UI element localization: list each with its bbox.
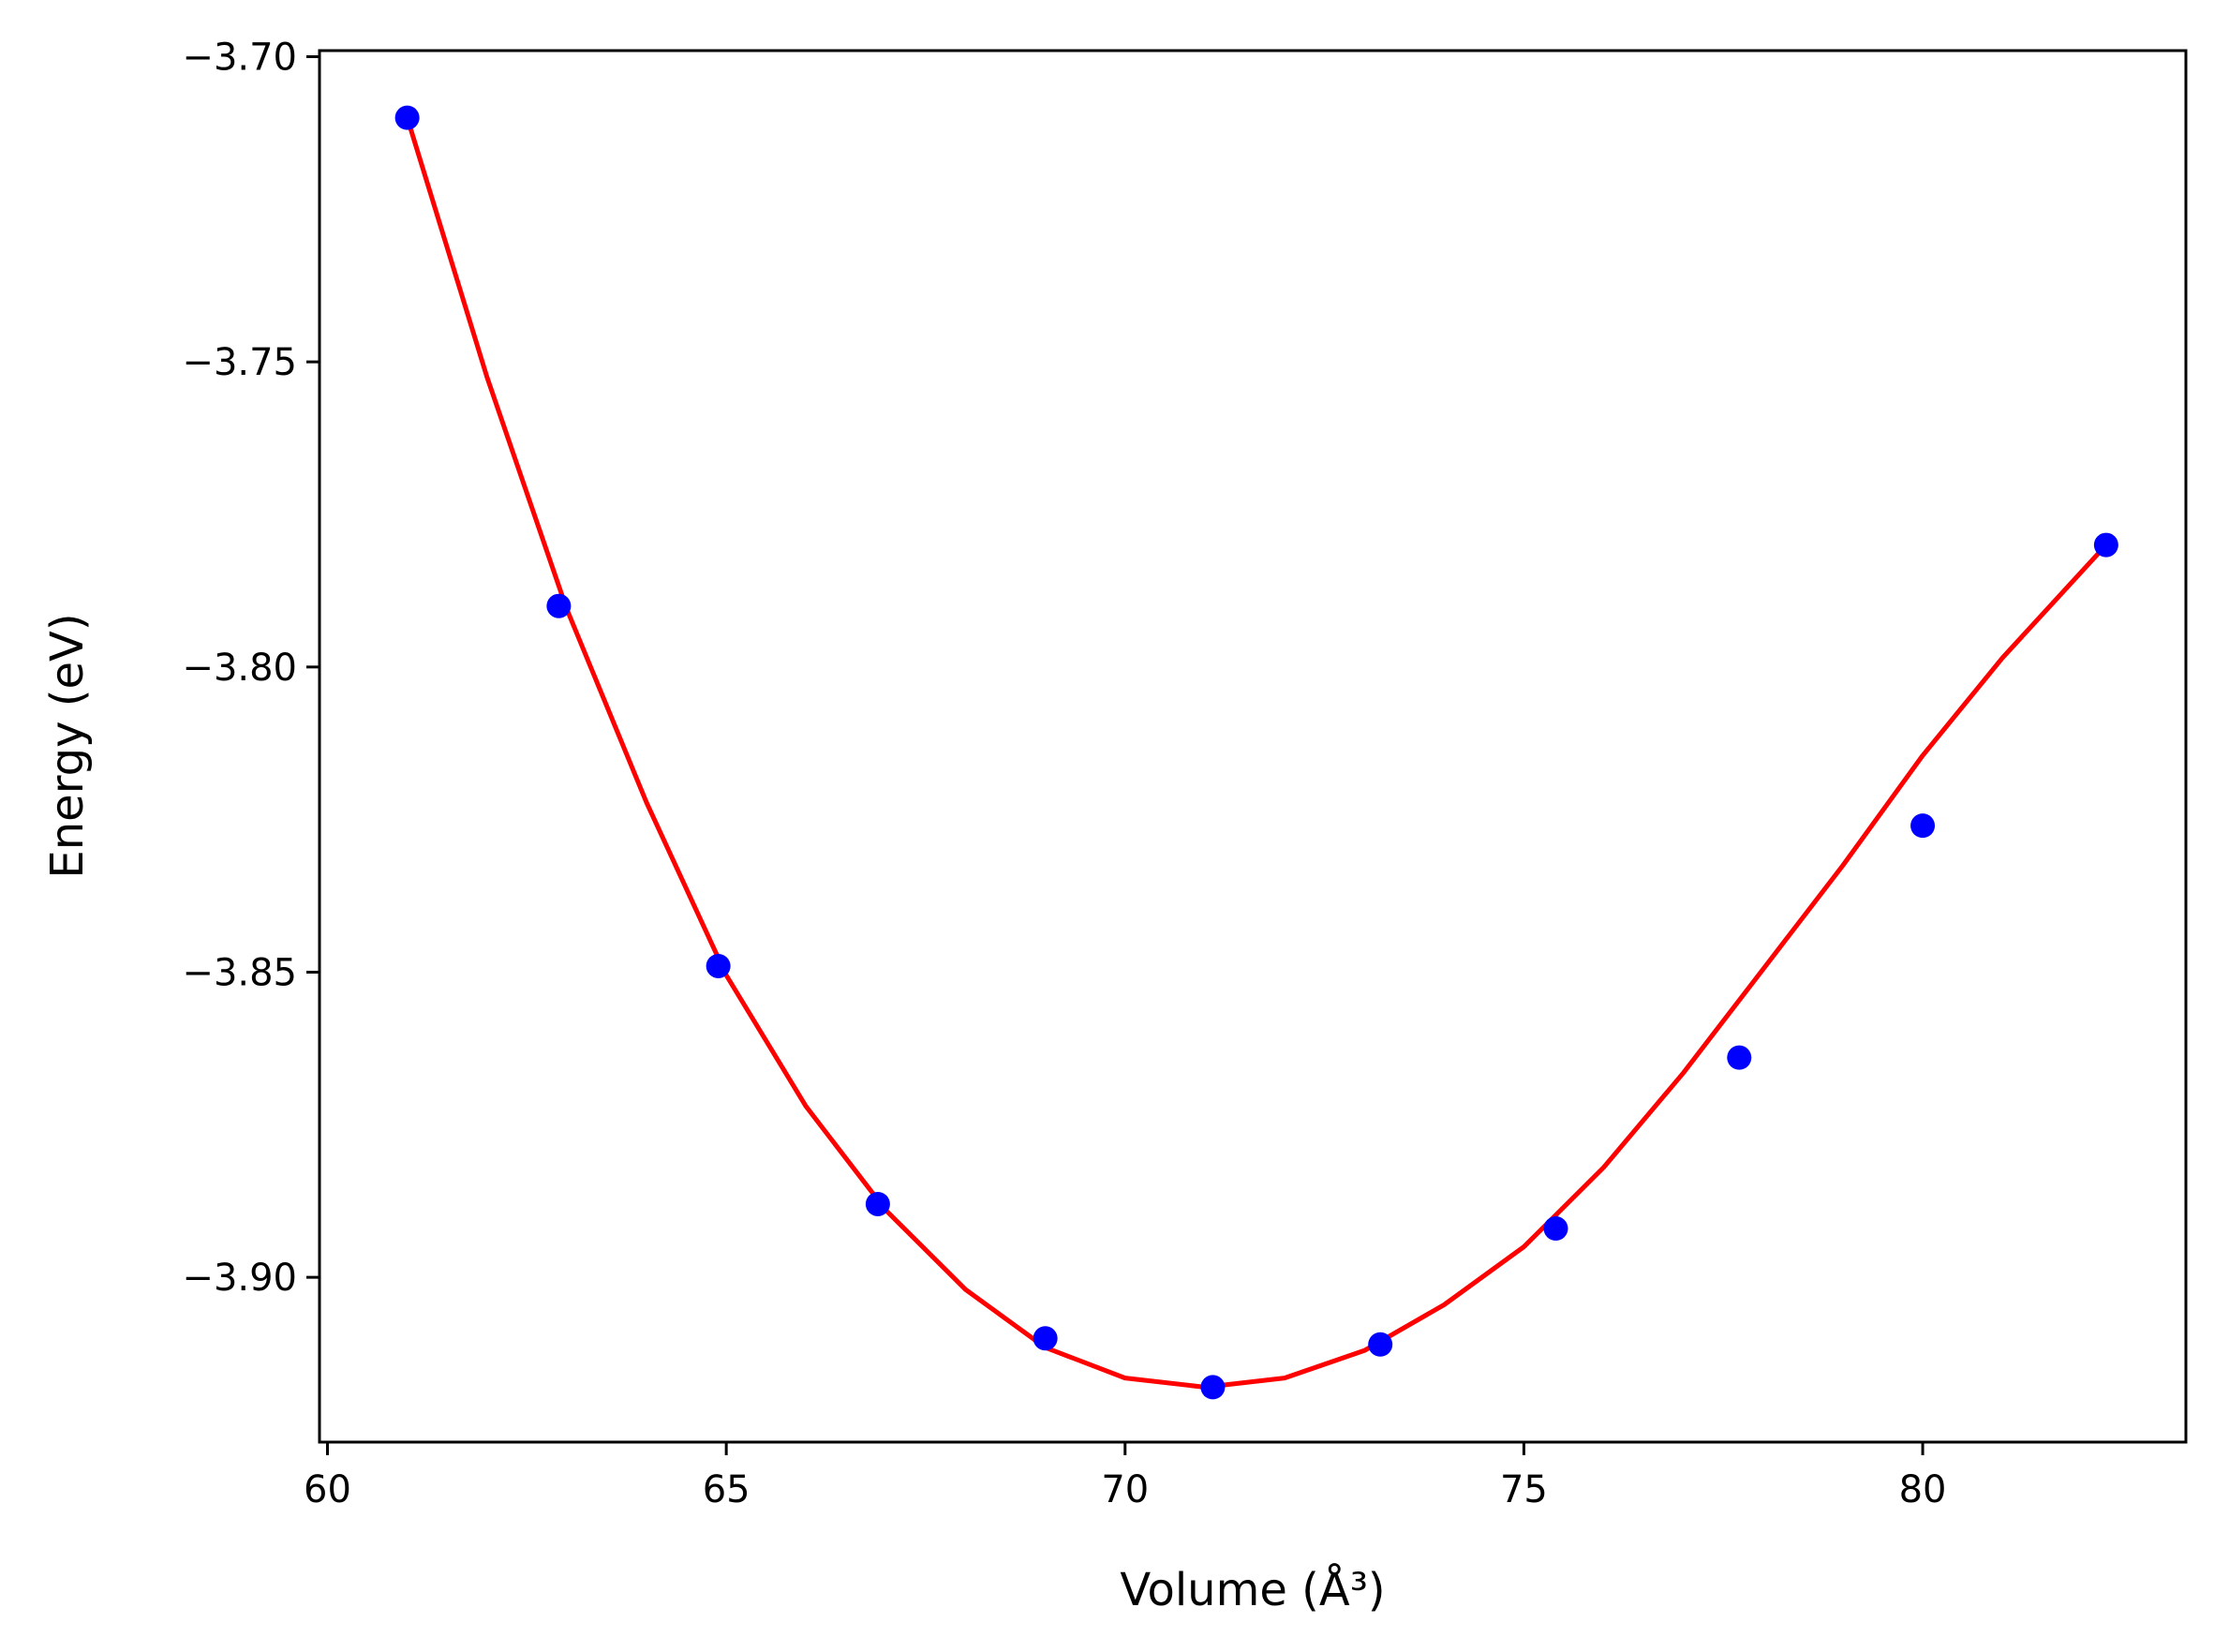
series-layer	[394, 105, 2118, 1400]
y-tick-label: −3.70	[182, 37, 297, 80]
plot-frame	[318, 49, 2188, 1444]
fit-curve-line	[405, 115, 2109, 1390]
data-point	[394, 105, 420, 130]
data-point	[1033, 1326, 1058, 1351]
data-point	[1543, 1216, 1568, 1242]
x-axis-label: Volume (Å³)	[1120, 1563, 1385, 1616]
data-point	[1727, 1045, 1752, 1070]
y-axis-ticks: −3.70 −3.75 −3.80 −3.85 −3.90	[182, 37, 319, 1300]
data-point	[546, 593, 572, 618]
y-tick-label: −3.75	[182, 341, 297, 384]
data-point	[706, 953, 731, 978]
y-axis-label: Energy (eV)	[41, 613, 94, 878]
x-tick-label: 60	[304, 1468, 351, 1511]
data-point	[865, 1191, 890, 1216]
data-point	[1910, 813, 1936, 839]
x-tick-label: 70	[1101, 1468, 1149, 1511]
y-tick-label: −3.85	[182, 951, 297, 994]
data-point	[1200, 1375, 1226, 1400]
data-point	[2093, 532, 2118, 558]
x-axis-ticks: 60 65 70 75 80	[304, 1442, 1947, 1511]
y-tick-label: −3.80	[182, 647, 297, 690]
x-tick-label: 75	[1500, 1468, 1548, 1511]
x-tick-label: 65	[703, 1468, 750, 1511]
y-tick-label: −3.90	[182, 1257, 297, 1300]
data-point	[1368, 1332, 1393, 1357]
x-tick-label: 80	[1899, 1468, 1947, 1511]
